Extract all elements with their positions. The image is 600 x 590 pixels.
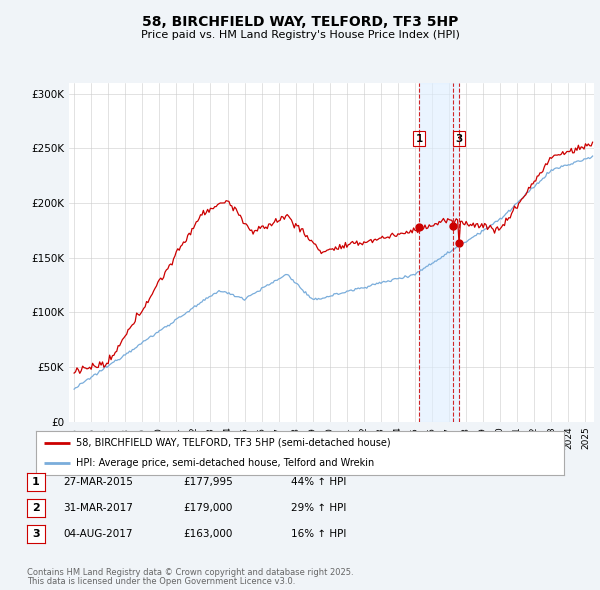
Text: Price paid vs. HM Land Registry's House Price Index (HPI): Price paid vs. HM Land Registry's House … bbox=[140, 30, 460, 40]
Text: 29% ↑ HPI: 29% ↑ HPI bbox=[291, 503, 346, 513]
Text: £163,000: £163,000 bbox=[183, 529, 232, 539]
Text: This data is licensed under the Open Government Licence v3.0.: This data is licensed under the Open Gov… bbox=[27, 578, 295, 586]
Text: 31-MAR-2017: 31-MAR-2017 bbox=[63, 503, 133, 513]
Text: 16% ↑ HPI: 16% ↑ HPI bbox=[291, 529, 346, 539]
Text: 58, BIRCHFIELD WAY, TELFORD, TF3 5HP: 58, BIRCHFIELD WAY, TELFORD, TF3 5HP bbox=[142, 15, 458, 29]
Text: HPI: Average price, semi-detached house, Telford and Wrekin: HPI: Average price, semi-detached house,… bbox=[76, 458, 374, 468]
Bar bbox=[419, 83, 459, 422]
Text: Contains HM Land Registry data © Crown copyright and database right 2025.: Contains HM Land Registry data © Crown c… bbox=[27, 568, 353, 577]
Text: 58, BIRCHFIELD WAY, TELFORD, TF3 5HP (semi-detached house): 58, BIRCHFIELD WAY, TELFORD, TF3 5HP (se… bbox=[76, 438, 390, 448]
Text: 2: 2 bbox=[32, 503, 40, 513]
Text: 3: 3 bbox=[32, 529, 40, 539]
Text: 27-MAR-2015: 27-MAR-2015 bbox=[63, 477, 133, 487]
Text: £177,995: £177,995 bbox=[183, 477, 233, 487]
Text: 44% ↑ HPI: 44% ↑ HPI bbox=[291, 477, 346, 487]
Text: 1: 1 bbox=[32, 477, 40, 487]
Text: 1: 1 bbox=[415, 133, 422, 143]
Text: 04-AUG-2017: 04-AUG-2017 bbox=[63, 529, 133, 539]
Text: 3: 3 bbox=[455, 133, 463, 143]
Text: £179,000: £179,000 bbox=[183, 503, 232, 513]
